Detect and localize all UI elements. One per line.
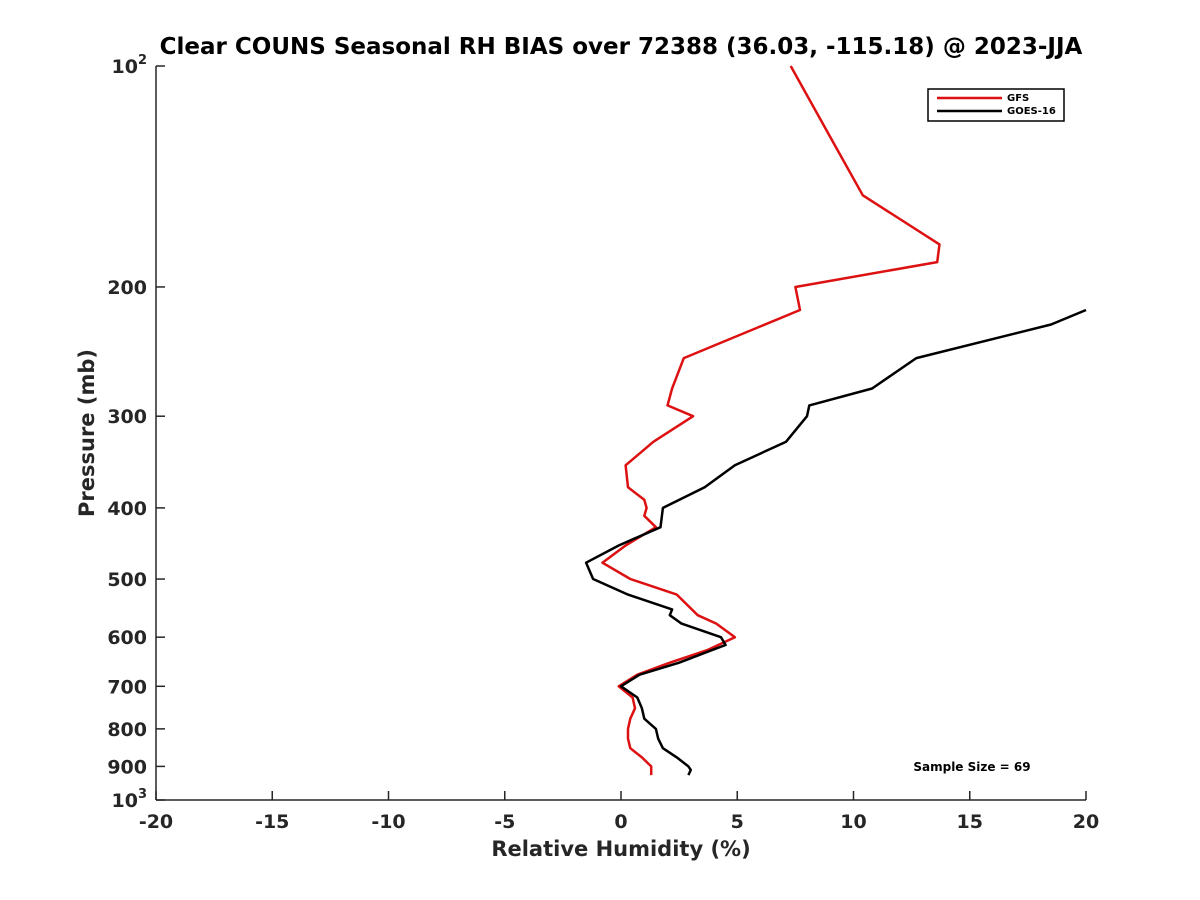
y-tick-label: 500	[107, 569, 147, 591]
y-tick-label: 300	[107, 406, 147, 428]
legend: GFS GOES-16	[927, 88, 1065, 122]
y-tick-label: 102	[112, 53, 148, 78]
series-layer	[584, 65, 1087, 776]
axes-layer: -20 -15 -10 -5 0 5 10 15 20 102 200 300 400 500 600 700…	[107, 53, 1099, 833]
legend-label-gfs: GFS	[1007, 93, 1029, 104]
y-tick-label: 200	[107, 277, 147, 299]
y-tick-label: 400	[107, 498, 147, 520]
x-tick-label: 0	[614, 811, 627, 833]
y-tick-label: 700	[107, 676, 147, 698]
x-tick-label: 20	[1073, 811, 1099, 833]
series-line-goes-16	[584, 308, 1087, 776]
y-tick-label: 800	[107, 719, 147, 741]
sample-size-annotation: Sample Size = 69	[913, 760, 1030, 774]
chart-title: Clear COUNS Seasonal RH BIAS over 72388 …	[160, 34, 1083, 60]
x-axis-label: Relative Humidity (%)	[491, 837, 750, 861]
x-tick-label: -15	[255, 811, 289, 833]
legend-label-goes-16: GOES-16	[1007, 106, 1056, 117]
legend-box	[927, 88, 1065, 122]
x-tick-label: -20	[139, 811, 173, 833]
series-line-gfs	[601, 65, 941, 776]
y-tick-label: 103	[112, 787, 148, 812]
x-tick-label: 10	[840, 811, 866, 833]
y-tick-label: 600	[107, 627, 147, 649]
x-tick-label: 15	[957, 811, 983, 833]
y-tick-label: 900	[107, 756, 147, 778]
x-tick-label: 5	[731, 811, 744, 833]
x-tick-label: -10	[371, 811, 405, 833]
y-axis-label: Pressure (mb)	[75, 349, 99, 517]
x-tick-label: -5	[494, 811, 515, 833]
